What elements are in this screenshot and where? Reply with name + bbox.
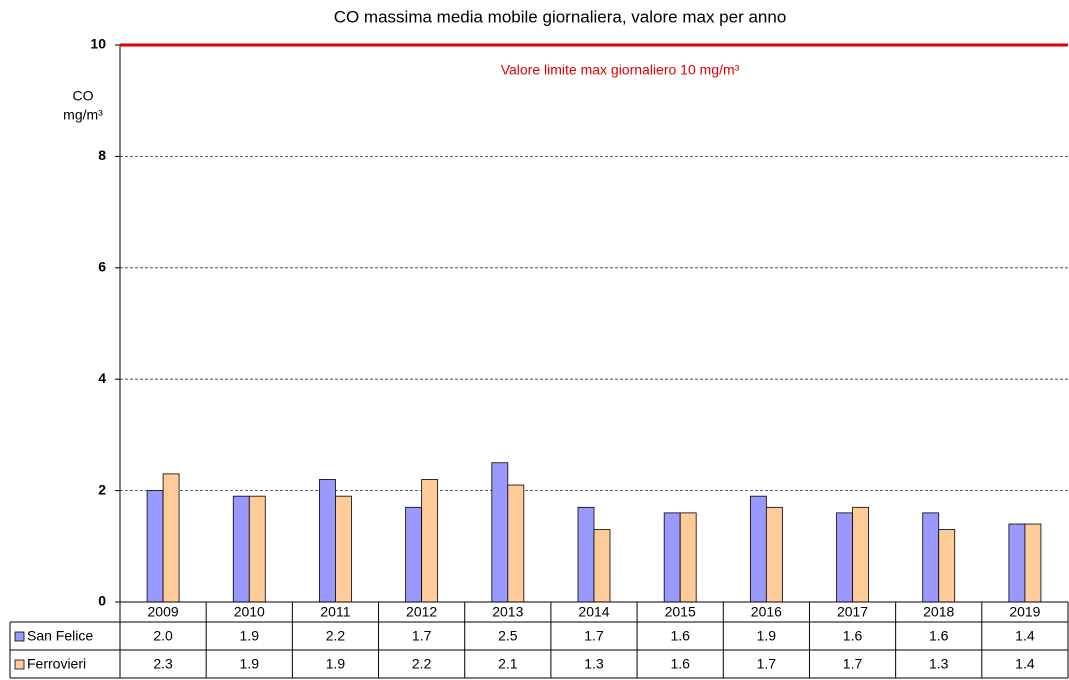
y-axis-label: CO [73,88,94,104]
x-tick-label: 2016 [751,604,782,620]
x-tick-label: 2014 [578,604,609,620]
data-label: 2.5 [498,628,518,644]
y-tick-label: 0 [98,593,106,609]
legend-swatch [14,631,25,642]
data-label: 1.7 [412,628,432,644]
data-label: 1.9 [240,628,260,644]
bar [593,529,611,603]
y-tick-label: 8 [98,147,106,163]
bar [405,506,423,603]
bar [335,495,352,603]
x-tick-label: 2011 [320,604,350,620]
x-tick-label: 2012 [406,604,437,620]
bar [491,462,509,603]
bar [938,529,956,603]
data-label: 1.9 [326,656,346,672]
bar [679,512,697,603]
bar [852,506,869,603]
y-tick-label: 6 [98,259,106,275]
data-label: 2.1 [498,656,518,672]
x-tick-label: 2013 [492,604,523,620]
y-tick-label: 10 [90,36,106,52]
legend-label: San Felice [27,628,93,644]
data-label: 2.2 [326,628,346,644]
bar [1024,523,1042,603]
x-tick-label: 2010 [234,604,265,620]
data-label: 2.3 [153,656,173,672]
bar [922,512,940,603]
data-label: 1.7 [584,628,604,644]
x-tick-label: 2009 [148,604,179,620]
data-label: 1.4 [1015,628,1035,644]
bar [765,506,783,603]
legend-swatch [14,659,25,670]
y-tick-label: 4 [98,370,106,386]
bar [749,495,767,603]
data-label: 2.0 [153,628,173,644]
bar [1008,523,1026,603]
bar [421,479,439,603]
x-tick-label: 2019 [1009,604,1040,620]
data-label: 2.2 [412,656,432,672]
bar [248,495,266,603]
bar [507,484,525,603]
bar [319,479,336,603]
y-tick-label: 2 [98,481,106,497]
data-label: 1.6 [670,656,690,672]
x-tick-label: 2018 [923,604,954,620]
limit-label: Valore limite max giornaliero 10 mg/m³ [501,62,740,78]
data-label: 1.7 [757,656,777,672]
bar [663,512,681,603]
data-label: 1.6 [929,628,949,644]
data-label: 1.9 [240,656,260,672]
data-label: 1.3 [929,656,949,672]
x-tick-label: 2017 [837,604,868,620]
x-tick-label: 2015 [665,604,696,620]
bar [146,490,164,603]
legend-label: Ferrovieri [27,656,86,672]
data-label: 1.4 [1015,656,1035,672]
chart-title: CO massima media mobile giornaliera, val… [334,7,787,26]
bar [577,506,595,603]
bar [162,473,180,603]
data-label: 1.7 [843,656,863,672]
data-label: 1.3 [584,656,604,672]
bar [836,512,853,603]
bar [232,495,250,603]
data-label: 1.6 [843,628,863,644]
data-label: 1.9 [757,628,777,644]
y-axis-label: mg/m³ [63,107,103,123]
data-label: 1.6 [670,628,690,644]
